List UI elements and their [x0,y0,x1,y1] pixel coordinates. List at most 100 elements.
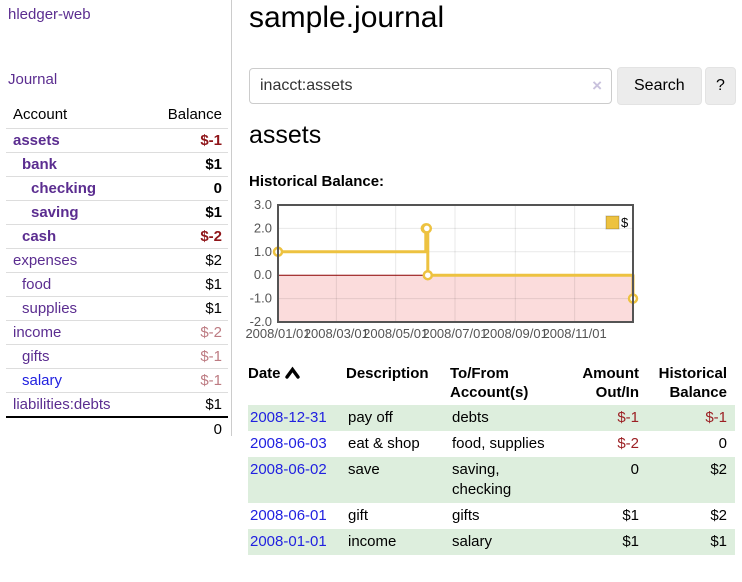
accounts-total-spacer [6,416,117,441]
nav-journal-link[interactable]: Journal [8,71,58,88]
accounts-total-row: 0 [6,416,228,441]
account-balance: $1 [117,296,228,321]
account-row: expenses $2 [6,248,228,273]
svg-text:2008/05/01: 2008/05/01 [363,326,428,341]
transaction-description: save [348,461,380,478]
register-row: 2008-06-03 eat & shop food, supplies $-2… [248,431,735,457]
transaction-accounts: saving, checking [452,461,512,498]
transaction-date-link[interactable]: 2008-01-01 [250,533,327,550]
transaction-accounts: gifts [452,507,480,524]
transaction-historical-balance: $2 [710,461,727,478]
svg-text:-2.0: -2.0 [250,314,272,329]
transaction-accounts: salary [452,533,493,550]
account-row: checking 0 [6,176,228,201]
transaction-date-link[interactable]: 2008-12-31 [250,409,327,426]
account-link[interactable]: income [13,324,62,341]
account-link[interactable]: food [22,276,52,293]
register-column-description: Description [346,365,429,382]
transaction-amount-out-in: $1 [622,533,639,550]
register-column-historical-balance: Historical Balance [658,365,727,401]
svg-text:2008/09/01: 2008/09/01 [483,326,548,341]
transaction-description: gift [348,507,369,524]
register-row: 2008-06-01 gift gifts $1 $2 [248,503,735,529]
account-link[interactable]: assets [13,132,60,149]
account-link[interactable]: gifts [22,348,50,365]
svg-text:2008/11/01: 2008/11/01 [543,326,607,341]
register-table: Date Description To/From Account(s) Amount … [248,361,735,555]
account-row: bank $1 [6,152,228,177]
account-row: liabilities:debts $1 [6,392,228,417]
historical-balance-label: Historical Balance: [249,173,385,190]
account-balance: $1 [117,200,228,225]
account-link[interactable]: liabilities:debts [13,396,111,413]
transaction-description: eat & shop [348,435,420,452]
account-balance: $1 [117,272,228,297]
account-balance: $-1 [117,368,228,393]
help-button[interactable]: ? [705,67,736,105]
transaction-date-link[interactable]: 2008-06-01 [250,507,327,524]
transaction-historical-balance: 0 [718,435,727,452]
transaction-amount-out-in: $-1 [617,409,639,426]
sort-asc-icon [284,366,300,379]
account-link[interactable]: cash [22,228,57,245]
account-row: salary $-1 [6,368,228,393]
app-brand-link[interactable]: hledger-web [8,6,91,23]
account-row: cash $-2 [6,224,228,249]
svg-text:2008/07/01: 2008/07/01 [422,326,487,341]
svg-text:1.0: 1.0 [254,244,272,259]
search-button[interactable]: Search [617,67,702,105]
svg-text:-1.0: -1.0 [250,291,272,306]
svg-text:0.0: 0.0 [254,267,272,282]
register-column-amount-out-in: Amount Out/In [582,365,639,401]
transaction-date-link[interactable]: 2008-06-02 [250,461,327,478]
account-heading: assets [249,121,322,149]
historical-balance-chart[interactable]: $3.0 2.0 1.0 0.0 -1.0 -2.02008/01/012008/03/0… [240,199,640,347]
register-header-row: Date Description To/From Account(s) Amount … [248,361,735,405]
accounts-column-account: Account [13,106,68,123]
account-balance: 0 [117,176,228,201]
transaction-historical-balance: $2 [710,507,727,524]
account-row: assets $-1 [6,128,228,153]
account-balance: $1 [117,152,228,177]
register-row: 2008-06-02 save saving, checking 0 $2 [248,457,735,503]
account-balance: $2 [117,248,228,273]
transaction-date-link[interactable]: 2008-06-03 [250,435,327,452]
account-link[interactable]: expenses [13,252,78,269]
search-input[interactable] [249,68,612,104]
transaction-description: income [348,533,397,550]
sidebar-divider [231,0,232,436]
account-link[interactable]: salary [22,372,63,389]
svg-text:$: $ [621,215,629,230]
account-balance: $-1 [117,344,228,369]
sidebar-accounts-table: Account Balance assets $-1 bank $1 check… [6,103,228,441]
accounts-total-balance: 0 [117,416,228,441]
page-title: sample.journal [249,1,445,34]
accounts-header-row: Account Balance [6,103,228,129]
register-column-date[interactable]: Date [248,361,346,405]
account-row: supplies $1 [6,296,228,321]
clear-search-icon[interactable]: × [592,76,602,95]
accounts-column-balance: Balance [167,106,222,123]
transaction-historical-balance: $-1 [705,409,727,426]
account-row: food $1 [6,272,228,297]
account-row: gifts $-1 [6,344,228,369]
transaction-amount-out-in: $-2 [617,435,639,452]
account-link[interactable]: saving [31,204,79,221]
account-row: income $-2 [6,320,228,345]
register-row: 2008-12-31 pay off debts $-1 $-1 [248,405,735,431]
account-link[interactable]: checking [31,180,97,197]
transaction-description: pay off [348,409,393,426]
svg-text:3.0: 3.0 [254,199,272,212]
account-link[interactable]: supplies [22,300,78,317]
account-balance: $-2 [117,224,228,249]
transaction-amount-out-in: 0 [630,461,639,478]
transaction-accounts: debts [452,409,489,426]
register-row: 2008-01-01 income salary $1 $1 [248,529,735,555]
transaction-historical-balance: $1 [710,533,727,550]
account-row: saving $1 [6,200,228,225]
account-link[interactable]: bank [22,156,58,173]
register-column-to-from-accounts: To/From Account(s) [450,365,529,401]
account-balance: $1 [117,392,228,417]
transaction-accounts: food, supplies [452,435,545,452]
account-balance: $-2 [117,320,228,345]
